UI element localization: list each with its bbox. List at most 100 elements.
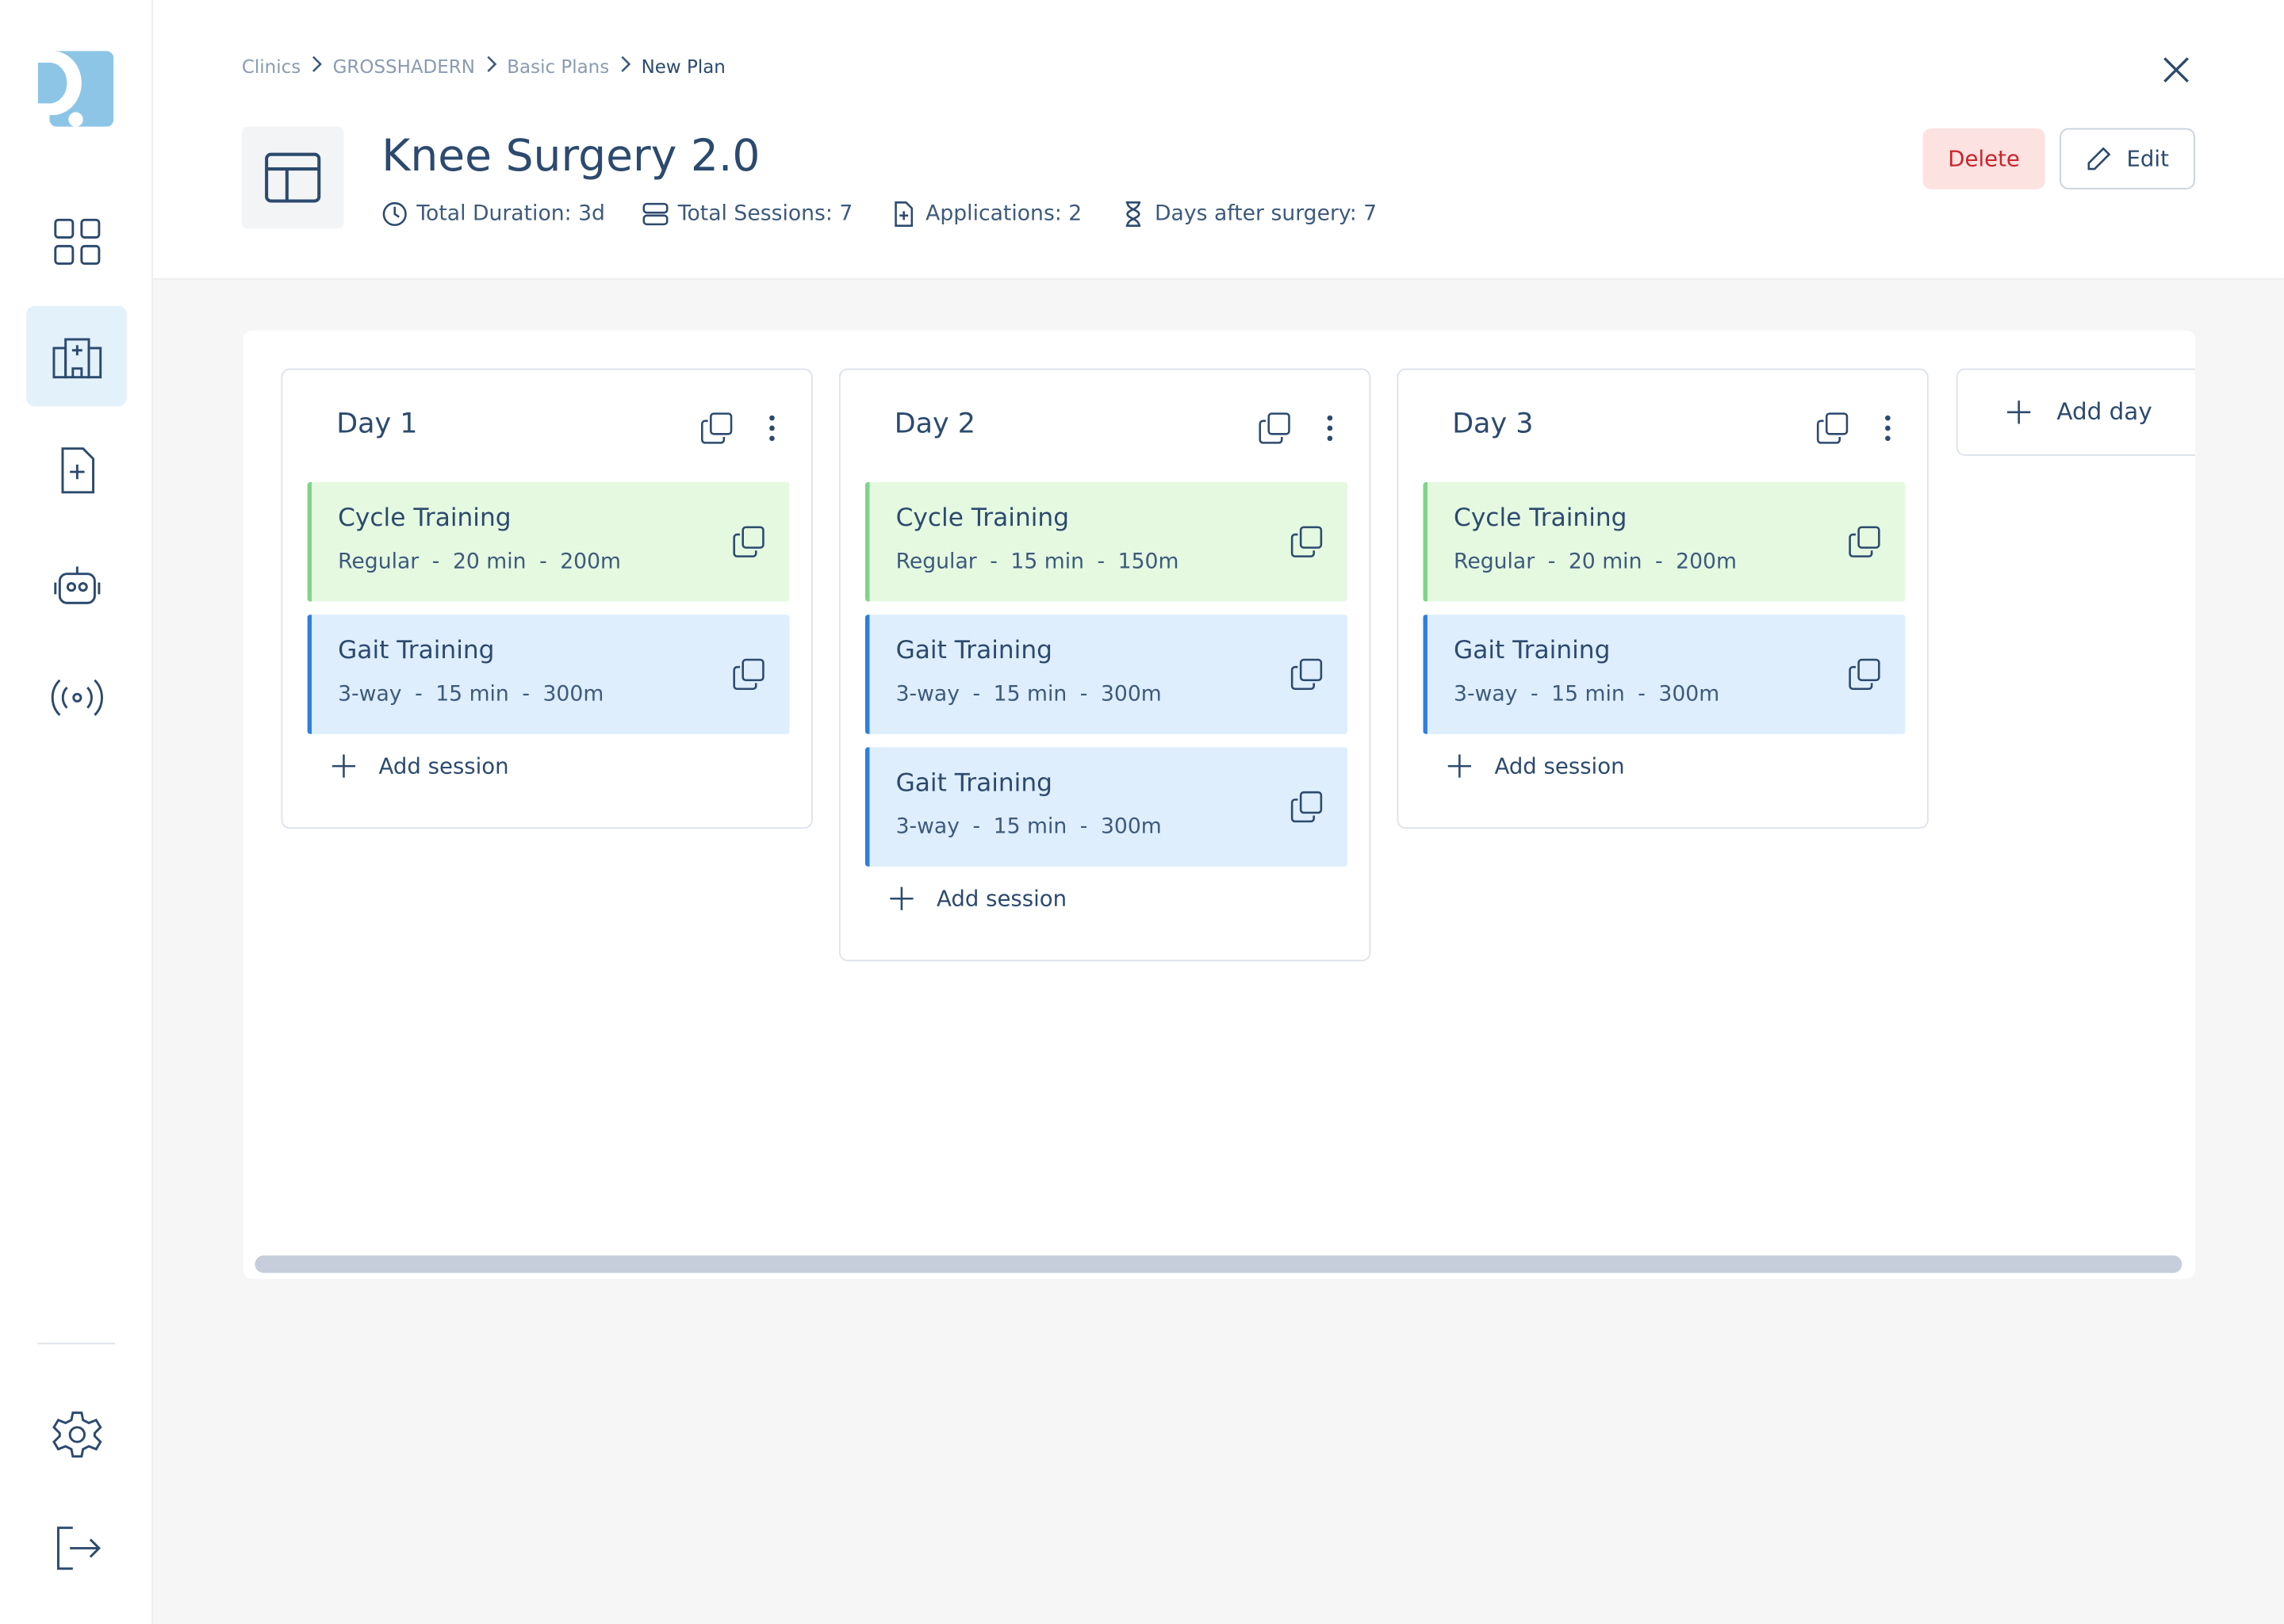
session-card[interactable]: Cycle Training Regular -20 min -200m [307,481,790,602]
day-copy-button[interactable] [700,412,733,450]
session-detail: 3-way [338,683,402,707]
detail-separator: - [522,683,530,707]
add-session-button[interactable]: Add session [331,753,509,779]
session-copy-button[interactable] [1290,658,1323,696]
session-card[interactable]: Gait Training 3-way -15 min -300m [864,615,1347,734]
nav-logout[interactable] [26,1497,127,1598]
plan-stat-text: Total Sessions: 7 [677,202,853,226]
session-card[interactable]: Cycle Training Regular -15 min -150m [864,481,1347,602]
session-detail: 300m [542,683,604,707]
session-details: Regular -20 min -200m [1454,550,1737,573]
session-card[interactable]: Gait Training 3-way -15 min -300m [307,615,790,734]
divider [37,1342,116,1345]
breadcrumb-separator [619,56,631,78]
session-card[interactable]: Gait Training 3-way -15 min -300m [864,747,1347,867]
day-copy-button[interactable] [1816,412,1849,450]
day-column: Day 2 Cycle Training Regular -15 min -150m Ga… [838,368,1371,962]
plan-stat-text: Applications: 2 [925,202,1083,226]
plan-stat: Applications: 2 [891,201,1082,227]
day-title: Day 3 [1452,408,1534,440]
detail-separator: - [972,815,981,839]
edit-button[interactable]: Edit [2060,128,2195,190]
plan-title: Knee Surgery 2.0 [381,131,761,182]
day-copy-button[interactable] [1259,412,1290,450]
session-details: 3-way -15 min -300m [1454,683,1719,706]
breadcrumb-item[interactable]: GROSSHADERN [332,55,475,78]
add-session-label: Add session [378,753,509,779]
detail-separator: - [990,550,998,574]
session-card[interactable]: Cycle Training Regular -20 min -200m [1423,481,1906,602]
session-name: Gait Training [1454,636,1611,666]
plan-stat: Total Sessions: 7 [643,201,853,227]
session-details: Regular -15 min -150m [896,550,1179,573]
session-detail: Regular [895,550,977,574]
delete-button[interactable]: Delete [1922,128,2045,190]
add-session-label: Add session [1494,753,1625,779]
session-details: 3-way -15 min -300m [896,816,1162,839]
plan-stat: Days after surgery: 7 [1120,201,1377,227]
session-detail: 3-way [895,683,960,707]
add-day-label: Add day [2056,397,2152,426]
day-column: Day 1 Cycle Training Regular -20 min -200m Ga… [281,368,813,829]
session-detail: 20 min [1568,550,1642,574]
day-menu-button[interactable] [769,414,775,449]
session-name: Cycle Training [895,504,1070,534]
day-menu-button[interactable] [1327,414,1333,449]
breadcrumb-separator [485,56,497,78]
session-detail: 300m [1658,683,1720,707]
session-copy-button[interactable] [733,658,765,696]
add-day-button[interactable]: Add day [1956,368,2195,456]
session-detail: 15 min [993,815,1067,839]
session-detail: 300m [1100,815,1162,839]
session-copy-button[interactable] [1849,658,1880,696]
session-detail: 3-way [895,815,960,839]
detail-separator: - [1079,815,1088,839]
plan-icon [241,126,344,229]
nav-robot[interactable] [26,534,127,635]
session-detail: 20 min [452,550,527,574]
add-session-button[interactable]: Add session [1447,753,1625,779]
add-session-button[interactable]: Add session [890,886,1067,912]
nav-settings[interactable] [26,1384,127,1484]
session-detail: Regular [338,550,420,574]
detail-separator: - [539,550,547,574]
detail-separator: - [431,550,440,574]
session-detail: Regular [1454,550,1535,574]
scrollbar[interactable] [255,1255,2182,1274]
session-name: Gait Training [338,636,495,666]
session-copy-button[interactable] [1290,791,1323,829]
session-copy-button[interactable] [1849,526,1880,564]
day-title: Day 1 [336,408,418,440]
detail-separator: - [1097,550,1106,574]
plan-stat-text: Days after surgery: 7 [1155,202,1378,226]
detail-separator: - [1638,683,1646,707]
nav-dashboard[interactable] [26,191,127,292]
session-copy-button[interactable] [1290,526,1323,564]
session-detail: 150m [1117,550,1179,574]
session-name: Cycle Training [338,504,512,534]
close-button[interactable] [2162,56,2191,85]
nav-clinics[interactable] [26,305,127,407]
session-detail: 15 min [1010,550,1084,574]
session-card[interactable]: Gait Training 3-way -15 min -300m [1423,615,1906,734]
nav-documents[interactable] [26,419,127,520]
session-name: Gait Training [895,636,1052,666]
breadcrumb-item[interactable]: Clinics [241,55,301,78]
session-details: 3-way -15 min -300m [338,683,604,706]
detail-separator: - [1654,550,1663,574]
breadcrumb-item[interactable]: Basic Plans [507,55,610,78]
session-detail: 200m [560,550,622,574]
session-detail: 200m [1676,550,1737,574]
detail-separator: - [1079,683,1088,707]
plan-stats: Total Duration: 3d Total Sessions: 7 Appli… [381,201,1377,227]
plan-stat: Total Duration: 3d [381,201,605,227]
breadcrumb: Clinics GROSSHADERN Basic Plans New Plan [242,56,726,78]
session-detail: 300m [1100,683,1162,707]
session-name: Gait Training [895,768,1052,799]
session-detail: 15 min [1551,683,1625,707]
session-details: 3-way -15 min -300m [896,683,1162,706]
nav-devices[interactable] [26,646,127,747]
day-menu-button[interactable] [1885,414,1891,449]
session-copy-button[interactable] [733,526,765,564]
